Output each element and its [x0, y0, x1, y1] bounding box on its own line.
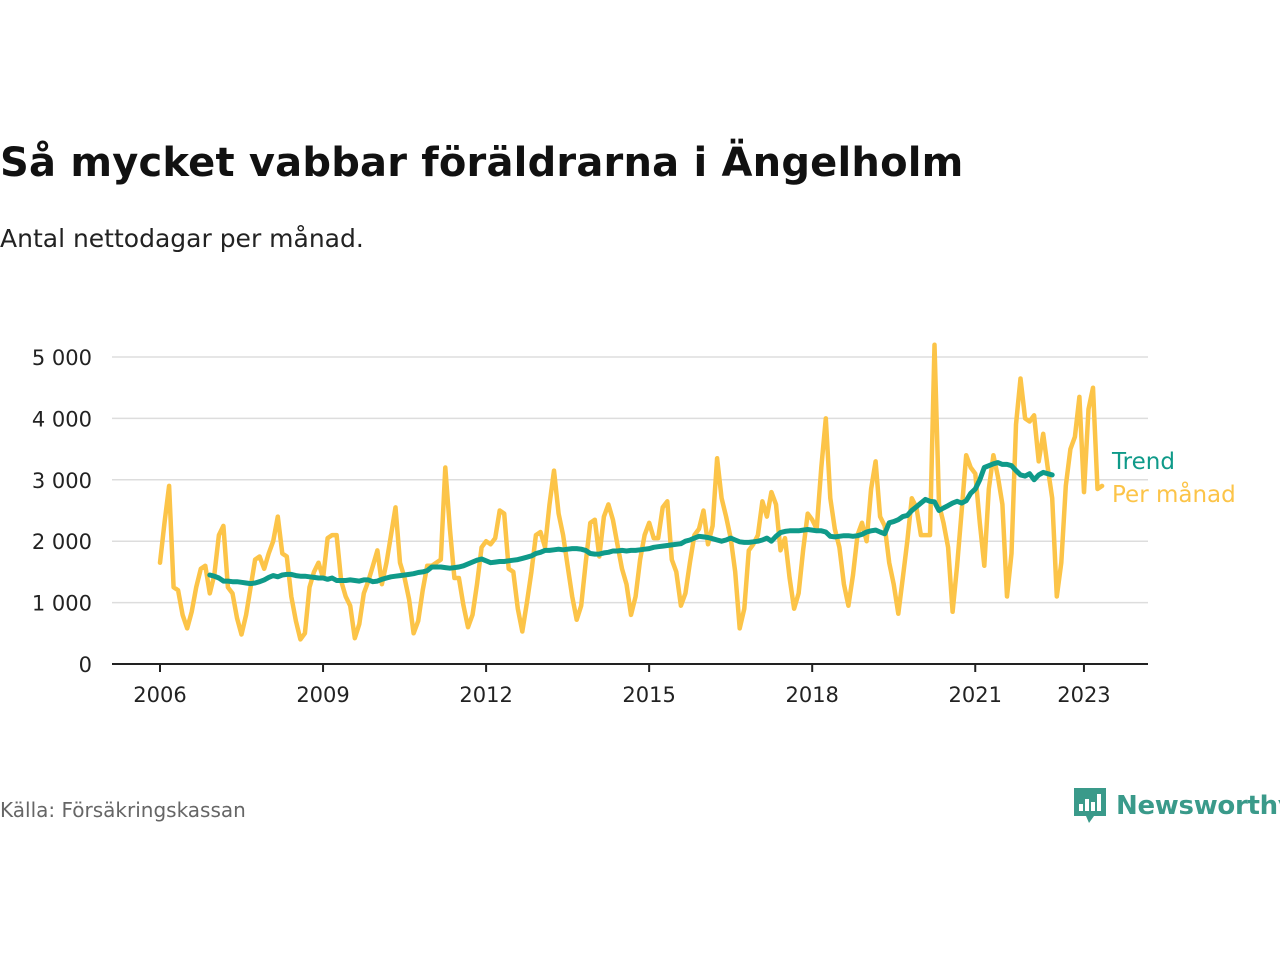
brand-logo[interactable]: Newsworthy: [1072, 784, 1280, 828]
x-tick-label: 2006: [133, 683, 186, 707]
y-tick-label: 5 000: [32, 346, 92, 370]
brand-name: Newsworthy: [1116, 791, 1280, 821]
legend-label-monthly: Per månad: [1112, 480, 1236, 508]
y-tick-label: 2 000: [32, 530, 92, 554]
x-axis: 2006 2009 2012 2015 2018 2021 2023: [112, 663, 1148, 707]
x-tick-label: 2012: [459, 683, 512, 707]
newsworthy-logo-icon: [1074, 788, 1106, 823]
legend: Trend Per månad: [1111, 449, 1236, 508]
y-tick-label: 1 000: [32, 592, 92, 616]
chart-subtitle: Antal nettodagar per månad.: [0, 224, 364, 253]
chart-title: Så mycket vabbar föräldrarna i Ängelholm: [0, 140, 964, 186]
series-lines: [157, 342, 1105, 642]
legend-label-trend: Trend: [1111, 449, 1175, 475]
x-tick-label: 2015: [622, 683, 675, 707]
y-axis-tick-labels: 0 1 000 2 000 3 000 4 000 5 000: [32, 346, 92, 677]
x-tick-label: 2018: [785, 683, 838, 707]
x-tick-label: 2021: [949, 683, 1002, 707]
trend-line: [207, 460, 1055, 587]
monthly-line: [157, 342, 1105, 642]
x-tick-label: 2009: [296, 683, 349, 707]
y-tick-label: 3 000: [32, 469, 92, 493]
x-tick-label: 2023: [1057, 683, 1110, 707]
source-note: Källa: Försäkringskassan: [0, 798, 246, 822]
y-tick-label: 0: [79, 653, 92, 677]
y-tick-label: 4 000: [32, 407, 92, 431]
